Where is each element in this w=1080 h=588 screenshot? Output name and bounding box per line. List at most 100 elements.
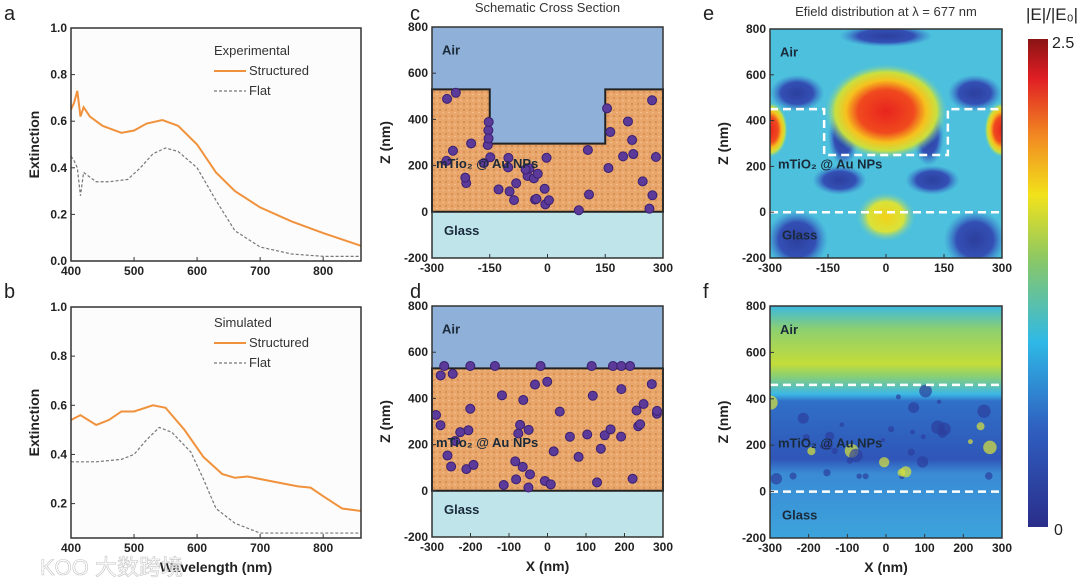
y-axis-label: Z (nm) <box>377 121 393 164</box>
au-nanoparticle <box>602 103 613 114</box>
au-nanoparticle <box>496 390 507 401</box>
region-label-glass: Glass <box>782 507 817 522</box>
au-nanoparticle <box>463 425 474 436</box>
au-nanoparticle <box>513 428 524 439</box>
watermark: KOO 大数跨境 <box>40 555 183 580</box>
legend-entry: Flat <box>249 355 271 370</box>
panel-label-f: f <box>703 281 709 303</box>
au-nanoparticle <box>455 427 466 438</box>
au-nanoparticle <box>573 451 584 462</box>
au-nanoparticle <box>586 361 597 372</box>
y-tick-label: 200 <box>408 159 428 173</box>
au-nanoparticle <box>635 419 646 430</box>
y-tick-label: -200 <box>404 251 428 265</box>
au-nanoparticle <box>439 361 450 372</box>
plot-frame <box>431 26 664 259</box>
au-nanoparticle <box>542 376 553 387</box>
x-tick-label: -300 <box>758 541 782 555</box>
au-nanoparticle <box>539 183 550 194</box>
plot-frame <box>70 27 362 262</box>
series-structured <box>70 90 362 247</box>
au-nanoparticle <box>511 178 522 189</box>
au-nanoparticle <box>646 379 657 390</box>
au-nanoparticle <box>607 361 618 372</box>
au-nanoparticle <box>483 133 494 144</box>
au-nanoparticle <box>605 127 616 138</box>
y-tick-label: 0 <box>759 485 766 499</box>
au-nanoparticle <box>493 184 504 195</box>
au-nanoparticle <box>466 138 477 149</box>
au-nanoparticle <box>631 405 642 416</box>
region-label-film: mTiO₂ @ Au NPs <box>778 436 882 451</box>
y-axis-label: Z (nm) <box>715 122 731 165</box>
au-nanoparticle <box>468 459 479 470</box>
x-tick-label: 800 <box>313 541 333 555</box>
y-tick-label: 0.4 <box>50 161 67 175</box>
x-tick-label: -300 <box>758 261 782 275</box>
au-nanoparticle <box>498 480 509 491</box>
y-tick-label: 200 <box>746 438 766 452</box>
x-tick-label: 200 <box>614 540 634 554</box>
y-tick-label: 400 <box>408 391 428 405</box>
x-tick-label: -200 <box>797 541 821 555</box>
au-nanoparticle <box>431 409 442 420</box>
au-nanoparticle <box>592 477 603 488</box>
y-tick-label: 0.2 <box>50 497 67 511</box>
plot-area <box>71 28 361 261</box>
region-label-glass: Glass <box>782 228 817 243</box>
au-nanoparticle <box>616 384 627 395</box>
au-nanoparticle <box>515 419 526 430</box>
au-nanoparticle <box>465 403 476 414</box>
au-nanoparticle <box>504 186 515 197</box>
series-structured <box>70 404 362 512</box>
au-nanoparticle <box>447 145 458 156</box>
region-label-air: Air <box>780 44 798 59</box>
x-tick-label: 0 <box>544 261 551 275</box>
plot-frame <box>70 306 362 539</box>
y-tick-label: 0.6 <box>50 114 67 128</box>
legend-title: Experimental <box>214 43 290 58</box>
y-tick-label: 800 <box>408 20 428 34</box>
au-nanoparticle <box>638 399 649 410</box>
au-nanoparticle <box>644 203 655 214</box>
au-nanoparticle <box>450 435 461 446</box>
au-nanoparticle <box>545 479 556 490</box>
au-nanoparticle <box>541 152 552 163</box>
au-nanoparticle <box>627 473 638 484</box>
x-tick-label: -100 <box>497 540 521 554</box>
au-nanoparticle <box>605 424 616 435</box>
region-label-film: mTiO₂ @ Au NPs <box>778 157 882 172</box>
y-tick-label: 600 <box>408 66 428 80</box>
panel-title: Efield distribution at λ = 677 nm <box>795 4 977 19</box>
legend-title: Simulated <box>214 315 272 330</box>
y-tick-label: -200 <box>404 530 428 544</box>
y-tick-label: 0.4 <box>50 447 67 461</box>
x-tick-label: 150 <box>595 261 615 275</box>
region-label-glass: Glass <box>444 223 479 238</box>
au-nanoparticle <box>518 395 529 406</box>
y-tick-label: 800 <box>746 22 766 36</box>
au-nanoparticle <box>511 474 522 485</box>
y-tick-label: 800 <box>746 299 766 313</box>
y-axis-label: Z (nm) <box>377 400 393 443</box>
au-nanoparticle <box>510 456 521 467</box>
au-nanoparticle <box>529 379 540 390</box>
au-nanoparticle <box>582 145 593 156</box>
au-nanoparticle <box>483 116 494 127</box>
y-tick-label: 200 <box>746 159 766 173</box>
au-nanoparticle <box>627 135 638 146</box>
x-axis-label: Wavelength (nm) <box>160 559 272 575</box>
heatmap-field <box>770 29 1002 258</box>
plot-area <box>71 307 361 538</box>
au-nanoparticle <box>647 95 658 106</box>
x-tick-label: -300 <box>420 261 444 275</box>
legend-entry: Structured <box>249 335 309 350</box>
au-nanoparticle <box>442 450 453 461</box>
region-label-film: mTio₂ @ Au NPs <box>436 435 538 450</box>
boundary-dashed-line <box>770 107 1002 157</box>
y-tick-label: 600 <box>746 68 766 82</box>
x-tick-label: 100 <box>576 540 596 554</box>
au-nanoparticle <box>435 420 446 431</box>
au-nanoparticle <box>628 149 639 160</box>
au-nanoparticle <box>520 164 531 175</box>
